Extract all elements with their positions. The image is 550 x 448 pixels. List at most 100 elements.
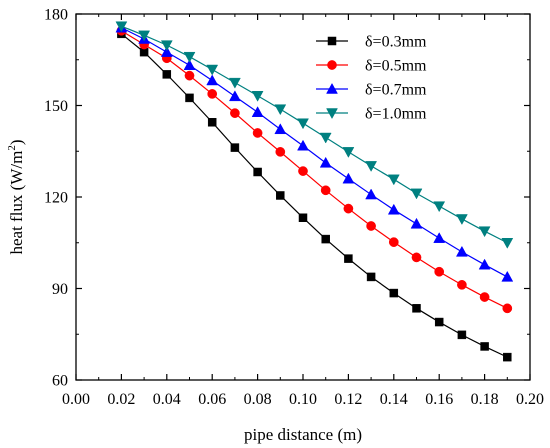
legend-marker: [327, 36, 337, 46]
series-2: [116, 25, 513, 314]
series-2-point: [275, 147, 286, 157]
series-3-point: [342, 172, 355, 184]
y-axis-title: heat flux (W/m2): [6, 139, 26, 254]
legend-label: δ=0.7mm: [365, 82, 427, 99]
series-3-point: [183, 59, 196, 70]
series-2-point: [411, 252, 422, 263]
series-4-point: [365, 161, 378, 172]
series-2-point: [320, 185, 331, 196]
series-2-point: [298, 166, 308, 176]
series-2-point: [457, 279, 467, 290]
y-tick-label: 90: [52, 281, 68, 298]
series-2-point: [230, 108, 240, 118]
series-2-point: [207, 89, 218, 99]
series-2-point: [434, 266, 445, 277]
x-tick-label: 0.08: [244, 391, 272, 408]
legend-item-1: δ=0.3mm: [316, 34, 427, 51]
series-4-point: [478, 226, 491, 238]
y-tick-label: 60: [52, 373, 68, 390]
plot-frame: [75, 13, 531, 381]
series-3-point: [433, 232, 446, 243]
series-4-point: [183, 51, 196, 63]
x-tick-label: 0.18: [471, 391, 499, 408]
series-4: [115, 21, 514, 249]
y-axis-title-superscript: 2: [6, 145, 18, 151]
legend-label: δ=0.5mm: [365, 58, 427, 75]
series-3-point: [455, 245, 468, 257]
series-1: [117, 29, 512, 362]
legend-marker: [326, 108, 338, 120]
series-1-point: [230, 143, 240, 152]
series-1-point: [253, 167, 262, 177]
series-2-point: [388, 237, 399, 247]
series-4-point: [410, 188, 423, 200]
y-axis-title-suffix: ): [7, 139, 26, 145]
series-3-point: [319, 156, 332, 168]
series-3: [115, 21, 514, 282]
series-2-point: [479, 292, 490, 302]
series-1-point: [207, 118, 217, 127]
y-tick-label: 150: [44, 98, 68, 115]
series-3-point: [228, 90, 241, 102]
y-axis-title-prefix: heat flux (W/m: [7, 151, 26, 255]
series-2-point: [184, 70, 195, 81]
axes-layer: 0.00 0.02 0.04 0.06 0.08 0.10 0.12 0.14 0.16 0.18…: [44, 7, 544, 409]
series-3-point: [206, 74, 219, 86]
series-1-point: [276, 191, 285, 200]
series-3-point: [251, 106, 264, 117]
series-1-point: [298, 213, 308, 222]
series-line-2: [121, 30, 508, 309]
series-line-1: [121, 33, 508, 358]
x-tick-label: 0.20: [516, 391, 544, 408]
series-4-point: [274, 104, 287, 116]
series-1-point: [321, 234, 330, 244]
series-4-point: [455, 214, 468, 225]
series-3-point: [501, 270, 514, 282]
series-2-point: [502, 303, 513, 314]
series-1-point: [162, 70, 172, 79]
x-tick-label: 0.00: [62, 391, 90, 408]
series-3-point: [365, 188, 378, 200]
series-layer: [115, 21, 514, 362]
series-1-point: [480, 342, 489, 351]
series-4-point: [501, 238, 514, 249]
legend-item-4: δ=1.0mm: [316, 106, 427, 123]
legend-marker: [327, 60, 337, 70]
series-4-point: [115, 21, 128, 33]
x-tick-label: 0.02: [107, 391, 135, 408]
x-tick-label: 0.10: [289, 391, 317, 408]
x-axis-title: pipe distance (m): [244, 425, 362, 444]
legend-label: δ=0.3mm: [365, 34, 427, 51]
legend-label: δ=1.0mm: [365, 106, 427, 123]
series-4-point: [251, 90, 264, 102]
series-1-point: [457, 330, 467, 340]
series-4-point: [138, 30, 151, 42]
series-1-point: [389, 288, 399, 298]
x-tick-label: 0.06: [198, 391, 226, 408]
y-tick-label: 180: [44, 7, 68, 24]
series-3-point: [160, 46, 173, 57]
legend-marker: [326, 82, 338, 94]
series-1-point: [344, 254, 353, 263]
series-3-point: [297, 139, 309, 151]
series-3-point: [274, 123, 287, 135]
series-3-point: [387, 203, 400, 215]
series-2-point: [343, 203, 354, 214]
legend: δ=0.3mm δ=0.5mm δ=0.7mm δ=1.0mm: [316, 34, 427, 123]
series-4-point: [342, 147, 355, 158]
series-line-3: [121, 27, 508, 278]
series-4-point: [319, 132, 332, 144]
x-tick-label: 0.12: [334, 391, 362, 408]
series-1-point: [503, 352, 512, 362]
y-tick-label: 120: [44, 190, 68, 207]
series-1-point: [185, 93, 194, 103]
legend-item-2: δ=0.5mm: [316, 58, 427, 75]
series-3-point: [410, 217, 423, 229]
x-tick-label: 0.04: [153, 391, 181, 408]
series-1-point: [366, 272, 376, 282]
series-4-point: [387, 174, 400, 186]
series-4-point: [433, 201, 446, 213]
series-4-point: [228, 77, 241, 89]
